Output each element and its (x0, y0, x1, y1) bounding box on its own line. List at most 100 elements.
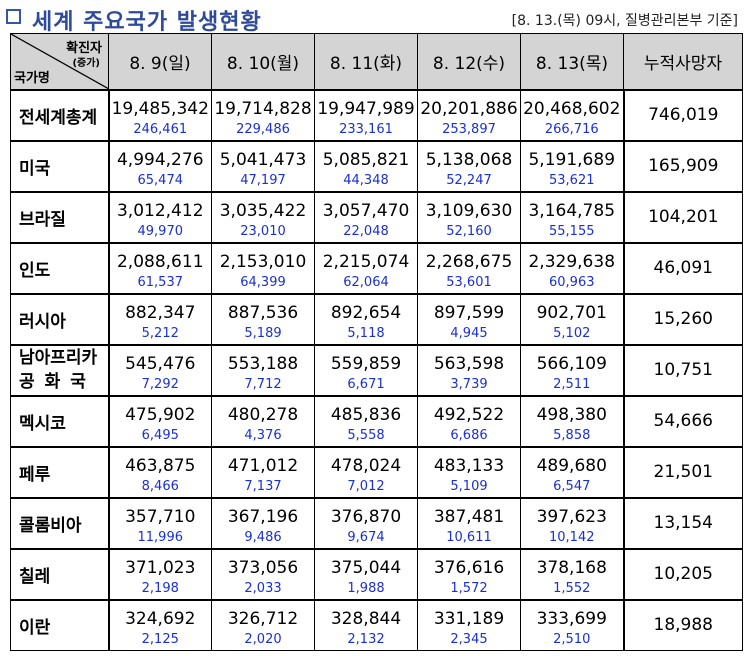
cumulative-cases-cell: 20,468,602 (520, 88, 624, 120)
country-name: 전세계총계 (10, 88, 110, 141)
daily-increase-cell: 52,247 (417, 170, 521, 192)
daily-increase-cell: 1,572 (417, 578, 521, 600)
cumulative-cases-cell: 2,088,611 (108, 241, 212, 273)
cumulative-cases-cell: 376,616 (417, 547, 521, 579)
country-name: 이란 (10, 598, 110, 651)
header-deaths: 누적사망자 (623, 33, 743, 90)
daily-increase-cell: 47,197 (211, 170, 315, 192)
cumulative-deaths-cell: 13,154 (622, 496, 743, 549)
daily-increase-cell: 3,739 (417, 374, 521, 396)
daily-increase-cell: 2,345 (417, 629, 521, 651)
country-name: 페루 (10, 445, 110, 498)
cumulative-cases-cell: 367,196 (211, 496, 315, 528)
daily-increase-cell: 253,897 (417, 119, 521, 141)
daily-increase-cell: 10,611 (417, 527, 521, 549)
table-row-increase: 11,996 9,486 9,674 10,611 10,142 (11, 527, 743, 549)
table-row: 러시아 882,347 887,536 892,654 897,599 902,701 15… (10, 292, 743, 345)
cumulative-cases-cell: 498,380 (520, 394, 624, 426)
cumulative-cases-cell: 3,109,630 (417, 190, 521, 222)
cumulative-deaths-cell: 165,909 (622, 139, 743, 192)
country-name: 브라질 (10, 190, 110, 243)
daily-increase-cell: 53,621 (520, 170, 624, 192)
header-confirmed-label: 확진자 (66, 41, 102, 56)
table-row-increase: 8,466 7,137 7,012 5,109 6,547 (11, 476, 743, 498)
cumulative-cases-cell: 902,701 (520, 292, 624, 324)
cumulative-cases-cell: 376,870 (314, 496, 418, 528)
table-row-increase: 246,461 229,486 233,161 253,897 266,716 (11, 119, 743, 141)
cumulative-cases-cell: 478,024 (314, 445, 418, 477)
table-row: 페루 463,875 471,012 478,024 483,133 489,680 21,… (10, 445, 743, 498)
cumulative-deaths-cell: 10,751 (622, 343, 743, 396)
daily-increase-cell: 60,963 (520, 272, 624, 294)
cumulative-cases-cell: 378,168 (520, 547, 624, 579)
daily-increase-cell: 49,970 (108, 221, 212, 243)
cumulative-cases-cell: 373,056 (211, 547, 315, 579)
table-row: 전세계총계 19,485,342 19,714,828 19,947,989 20,20… (10, 88, 743, 141)
cumulative-cases-cell: 20,201,886 (417, 88, 521, 120)
header-row: 확진자 (증가) 국가명 8. 9(일) 8. 10(월) 8. 11(화) 8… (10, 33, 743, 90)
cumulative-cases-cell: 563,598 (417, 343, 521, 375)
cumulative-cases-cell: 553,188 (211, 343, 315, 375)
table-row: 남아프리카 공화국 545,476 553,188 559,859 563,598 566,… (10, 343, 743, 396)
table-row: 이란 324,692 326,712 328,844 331,189 333,699 18,… (10, 598, 743, 651)
country-status-table: 확진자 (증가) 국가명 8. 9(일) 8. 10(월) 8. 11(화) 8… (10, 33, 743, 651)
checkbox-square-icon (6, 9, 21, 24)
cumulative-cases-cell: 483,133 (417, 445, 521, 477)
daily-increase-cell: 2,020 (211, 629, 315, 651)
cumulative-cases-cell: 387,481 (417, 496, 521, 528)
daily-increase-cell: 5,189 (211, 323, 315, 345)
cumulative-cases-cell: 2,268,675 (417, 241, 521, 273)
daily-increase-cell: 65,474 (108, 170, 212, 192)
daily-increase-cell: 2,511 (520, 374, 624, 396)
daily-increase-cell: 233,161 (314, 119, 418, 141)
cumulative-cases-cell: 475,902 (108, 394, 212, 426)
country-name-line1: 남아프리카 (19, 348, 98, 368)
daily-increase-cell: 6,671 (314, 374, 418, 396)
table-row-increase: 49,970 23,010 22,048 52,160 55,155 (11, 221, 743, 243)
daily-increase-cell: 64,399 (211, 272, 315, 294)
diagonal-divider (11, 34, 108, 89)
table-row-increase: 5,212 5,189 5,118 4,945 5,102 (11, 323, 743, 345)
daily-increase-cell: 2,510 (520, 629, 624, 651)
cumulative-cases-cell: 471,012 (211, 445, 315, 477)
daily-increase-cell: 7,137 (211, 476, 315, 498)
cumulative-cases-cell: 566,109 (520, 343, 624, 375)
cumulative-cases-cell: 371,023 (108, 547, 212, 579)
daily-increase-cell: 2,198 (108, 578, 212, 600)
table-row-increase: 2,125 2,020 2,132 2,345 2,510 (11, 629, 743, 651)
cumulative-cases-cell: 328,844 (314, 598, 418, 630)
country-name: 칠레 (10, 547, 110, 600)
header-date-5: 8. 13(목) (520, 33, 624, 90)
source-note: [8. 13.(목) 09시, 질병관리본부 기준] (511, 13, 738, 29)
daily-increase-cell: 9,486 (211, 527, 315, 549)
cumulative-cases-cell: 559,859 (314, 343, 418, 375)
cumulative-cases-cell: 485,836 (314, 394, 418, 426)
daily-increase-cell: 5,102 (520, 323, 624, 345)
table-row: 인도 2,088,611 2,153,010 2,215,074 2,268,675 2,… (10, 241, 743, 294)
daily-increase-cell: 8,466 (108, 476, 212, 498)
cumulative-cases-cell: 326,712 (211, 598, 315, 630)
header-date-2: 8. 10(월) (211, 33, 315, 90)
daily-increase-cell: 9,674 (314, 527, 418, 549)
daily-increase-cell: 4,376 (211, 425, 315, 447)
header-date-3: 8. 11(화) (314, 33, 418, 90)
cumulative-cases-cell: 492,522 (417, 394, 521, 426)
daily-increase-cell: 5,858 (520, 425, 624, 447)
cumulative-deaths-cell: 104,201 (622, 190, 743, 243)
daily-increase-cell: 62,064 (314, 272, 418, 294)
daily-increase-cell: 4,945 (417, 323, 521, 345)
cumulative-cases-cell: 19,485,342 (108, 88, 212, 120)
country-name: 남아프리카 공화국 (10, 343, 110, 396)
table-row: 멕시코 475,902 480,278 485,836 492,522 498,380 54… (10, 394, 743, 447)
daily-increase-cell: 229,486 (211, 119, 315, 141)
table-row: 콜롬비아 357,710 367,196 376,870 387,481 397,623 1… (10, 496, 743, 549)
cumulative-cases-cell: 882,347 (108, 292, 212, 324)
daily-increase-cell: 5,109 (417, 476, 521, 498)
cumulative-cases-cell: 480,278 (211, 394, 315, 426)
daily-increase-cell: 5,118 (314, 323, 418, 345)
cumulative-cases-cell: 545,476 (108, 343, 212, 375)
cumulative-cases-cell: 2,329,638 (520, 241, 624, 273)
daily-increase-cell: 23,010 (211, 221, 315, 243)
daily-increase-cell: 10,142 (520, 527, 624, 549)
cumulative-cases-cell: 897,599 (417, 292, 521, 324)
